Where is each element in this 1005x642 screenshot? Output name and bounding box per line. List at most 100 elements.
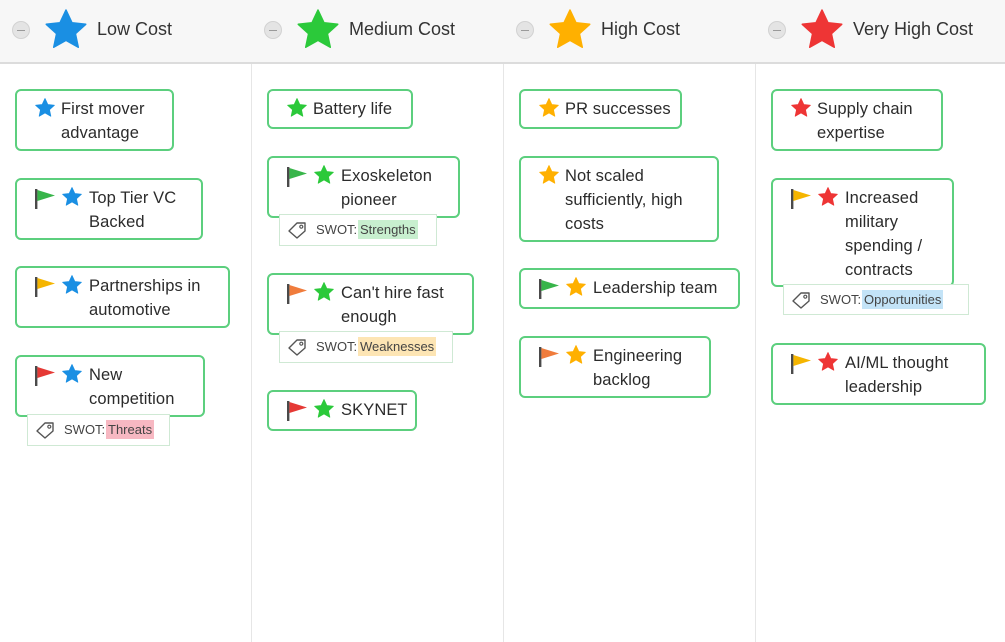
card-title-line: AI/ML thought bbox=[845, 354, 949, 372]
card[interactable]: SKYNET bbox=[267, 390, 417, 431]
tag-icon bbox=[792, 292, 810, 309]
card-title: Can't hire fast enough bbox=[341, 281, 444, 329]
card-title-line: First mover bbox=[61, 100, 145, 118]
card-title: Partnerships in automotive bbox=[89, 274, 201, 322]
card-title: Exoskeleton pioneer bbox=[341, 164, 432, 212]
card-title-line: Leadership team bbox=[593, 279, 718, 297]
card-title: Leadership team bbox=[593, 276, 717, 300]
card-title: SKYNET bbox=[341, 398, 408, 422]
card-title-line: Battery life bbox=[313, 100, 393, 118]
star-icon bbox=[314, 399, 334, 418]
star-icon bbox=[287, 98, 307, 117]
card-title-line: enough bbox=[341, 308, 397, 326]
card[interactable]: Supply chain expertise bbox=[771, 89, 943, 151]
card[interactable]: PR successes bbox=[519, 89, 682, 129]
collapse-column-button[interactable] bbox=[768, 21, 786, 39]
card-title-line: Partnerships in bbox=[89, 277, 201, 295]
card[interactable]: First mover advantage bbox=[15, 89, 174, 151]
column-header: High Cost bbox=[504, 0, 754, 62]
card-title-line: automotive bbox=[89, 301, 171, 319]
swot-tag[interactable]: SWOT: Opportunities bbox=[783, 284, 969, 315]
flag-icon bbox=[791, 354, 811, 374]
star-icon bbox=[297, 9, 339, 49]
card[interactable]: Can't hire fast enough bbox=[267, 273, 474, 335]
card-title: Engineering backlog bbox=[593, 344, 682, 392]
swot-tag[interactable]: SWOT: Threats bbox=[27, 414, 170, 446]
card[interactable]: Not scaled sufficiently, high costs bbox=[519, 156, 719, 242]
flag-icon bbox=[539, 347, 559, 367]
card-title: Top Tier VC Backed bbox=[89, 186, 176, 234]
swot-tag[interactable]: SWOT: Weaknesses bbox=[279, 331, 453, 363]
card-title-line: Top Tier VC bbox=[89, 189, 177, 207]
star-icon bbox=[62, 275, 82, 294]
collapse-column-button[interactable] bbox=[264, 21, 282, 39]
column-header: Very High Cost bbox=[756, 0, 1005, 62]
flag-icon bbox=[35, 366, 55, 386]
card-title-line: military bbox=[845, 213, 899, 231]
flag-icon bbox=[539, 279, 559, 299]
card-title-line: sufficiently, high bbox=[565, 191, 683, 209]
star-icon bbox=[539, 165, 559, 184]
card-title: AI/ML thought leadership bbox=[845, 351, 948, 399]
star-icon bbox=[314, 282, 334, 301]
card-title-line: costs bbox=[565, 215, 605, 233]
star-icon bbox=[818, 352, 838, 371]
card-title: New competition bbox=[89, 363, 174, 411]
tag-icon bbox=[288, 339, 306, 356]
star-icon bbox=[818, 187, 838, 206]
flag-icon bbox=[35, 189, 55, 209]
card-title-line: PR successes bbox=[565, 100, 671, 118]
column-title: High Cost bbox=[601, 19, 681, 39]
card-title-line: backlog bbox=[593, 371, 651, 389]
card-title-line: Exoskeleton bbox=[341, 167, 432, 185]
collapse-column-button[interactable] bbox=[12, 21, 30, 39]
star-icon bbox=[539, 98, 559, 117]
tag-prefix: SWOT: bbox=[316, 222, 358, 237]
card-title: Battery life bbox=[313, 97, 392, 121]
tag-prefix: SWOT: bbox=[820, 292, 862, 307]
tag-value: Strengths bbox=[358, 220, 418, 239]
card[interactable]: Engineering backlog bbox=[519, 336, 711, 398]
card[interactable]: Leadership team bbox=[519, 268, 740, 309]
collapse-column-button[interactable] bbox=[516, 21, 534, 39]
column-header-bar: Low Cost Medium Cost High Cost Very High Co… bbox=[0, 0, 1005, 64]
star-icon bbox=[35, 98, 55, 117]
tag-prefix: SWOT: bbox=[64, 422, 106, 437]
card-title: Increased military spending / contracts bbox=[845, 186, 922, 282]
star-icon bbox=[566, 345, 586, 364]
card-title-line: pioneer bbox=[341, 191, 397, 209]
card-title-line: SKYNET bbox=[341, 401, 408, 419]
column-title: Very High Cost bbox=[853, 19, 974, 39]
card-title-line: competition bbox=[89, 390, 175, 408]
star-icon bbox=[62, 364, 82, 383]
column-title: Low Cost bbox=[97, 19, 173, 39]
star-icon bbox=[801, 9, 843, 49]
card-title: Supply chain expertise bbox=[817, 97, 913, 145]
card[interactable]: Exoskeleton pioneer bbox=[267, 156, 460, 218]
card-title-line: Not scaled bbox=[565, 167, 644, 185]
card-title: Not scaled sufficiently, high costs bbox=[565, 164, 683, 236]
card-title-line: advantage bbox=[61, 124, 139, 142]
flag-icon bbox=[791, 189, 811, 209]
star-icon bbox=[791, 98, 811, 117]
card[interactable]: Battery life bbox=[267, 89, 413, 129]
card[interactable]: AI/ML thought leadership bbox=[771, 343, 986, 405]
flag-icon bbox=[287, 401, 307, 421]
tag-icon bbox=[36, 422, 54, 439]
card-title-line: leadership bbox=[845, 378, 923, 396]
column-divider bbox=[503, 64, 504, 642]
card[interactable]: New competition bbox=[15, 355, 205, 417]
card-title-line: spending / bbox=[845, 237, 923, 255]
swot-tag[interactable]: SWOT: Strengths bbox=[279, 214, 437, 246]
card-title-line: contracts bbox=[845, 261, 913, 279]
card-title-line: expertise bbox=[817, 124, 885, 142]
card[interactable]: Top Tier VC Backed bbox=[15, 178, 203, 240]
flag-icon bbox=[35, 277, 55, 297]
star-icon bbox=[566, 277, 586, 296]
card-title-line: Backed bbox=[89, 213, 145, 231]
card[interactable]: Partnerships in automotive bbox=[15, 266, 230, 328]
column-title: Medium Cost bbox=[349, 19, 456, 39]
card[interactable]: Increased military spending / contracts bbox=[771, 178, 954, 287]
card-title-line: Engineering bbox=[593, 347, 683, 365]
